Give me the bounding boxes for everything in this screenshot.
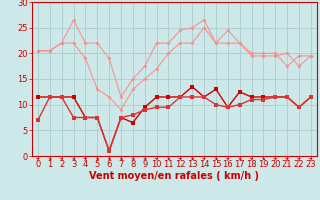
X-axis label: Vent moyen/en rafales ( km/h ): Vent moyen/en rafales ( km/h ) — [89, 171, 260, 181]
